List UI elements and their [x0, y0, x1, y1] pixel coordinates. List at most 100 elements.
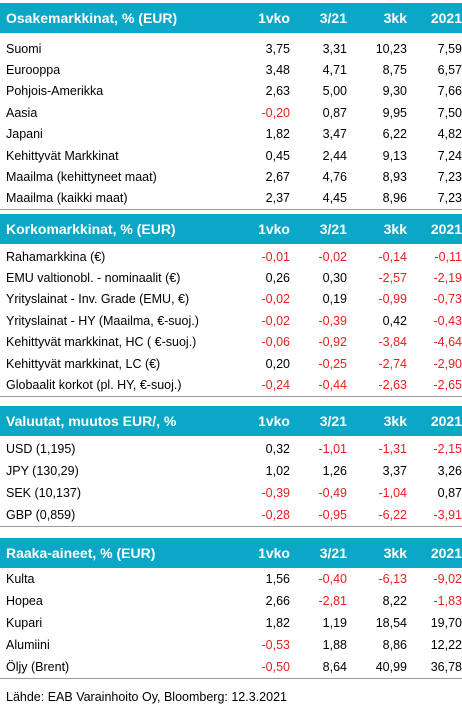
column-header: 1vko	[258, 413, 290, 429]
value-cell: 6,22	[382, 127, 407, 142]
section-2: Korkomarkkinat, % (EUR) 1vko 3/21 3kk 2021 Ra…	[0, 214, 462, 397]
row-label: Globaalit korkot (pl. HY, €-suoj.)	[6, 378, 182, 393]
column-header: 2021	[430, 413, 462, 429]
value-cell: 0,30	[322, 271, 347, 286]
column-header: 3kk	[383, 10, 407, 26]
row-label: Öljy (Brent)	[6, 660, 70, 674]
table-row: Öljy (Brent) -0,50 8,64 40,99 36,78	[0, 656, 462, 678]
table-row: Yrityslainat - Inv. Grade (EMU, €) -0,02 0…	[0, 289, 462, 310]
value-cell: 8,93	[382, 170, 407, 185]
table-row: Hopea 2,66 -2,81 8,22 -1,83	[0, 590, 462, 612]
value-cell: -2,57	[378, 271, 408, 286]
value-cell: 7,50	[437, 105, 462, 120]
value-cell: -0,49	[318, 486, 348, 500]
value-cell: -0,92	[318, 335, 348, 350]
row-label: USD (1,195)	[6, 442, 76, 456]
section-title: Osakemarkkinat, % (EUR)	[6, 10, 178, 26]
value-cell: 9,13	[382, 148, 407, 163]
value-cell: -6,22	[378, 508, 408, 522]
section-1: Osakemarkkinat, % (EUR) 1vko 3/21 3kk 2021 Su…	[0, 3, 462, 211]
value-cell: 4,45	[322, 191, 347, 206]
value-cell: 0,42	[382, 313, 407, 328]
section-divider	[0, 395, 462, 397]
section-title: Raaka-aineet, % (EUR)	[6, 545, 156, 561]
value-cell: -0,53	[261, 638, 291, 652]
value-cell: 1,82	[265, 616, 290, 630]
value-cell: -2,81	[318, 594, 348, 608]
value-cell: -0,20	[261, 105, 291, 120]
row-label: Maailma (kehittyneet maat)	[6, 170, 157, 185]
value-cell: 4,76	[322, 170, 347, 185]
row-label: GBP (0,859)	[6, 508, 76, 522]
value-cell: -3,91	[433, 508, 462, 522]
table-row: Alumiini -0,53 1,88 8,86 12,22	[0, 634, 462, 656]
section-header: Raaka-aineet, % (EUR) 1vko 3/21 3kk 2021	[0, 538, 462, 568]
value-cell: -3,84	[378, 335, 408, 350]
value-cell: 3,26	[437, 464, 462, 478]
value-cell: -0,99	[378, 292, 408, 307]
value-cell: -0,01	[261, 249, 291, 264]
table-row: Pohjois-Amerikka 2,63 5,00 9,30 7,66	[0, 81, 462, 102]
column-header: 3kk	[383, 413, 407, 429]
value-cell: 8,22	[382, 594, 407, 608]
row-label: Kehittyvät markkinat, LC (€)	[6, 356, 161, 371]
value-cell: 1,26	[322, 464, 347, 478]
row-label: Maailma (kaikki maat)	[6, 191, 128, 206]
table-row: Rahamarkkina (€) -0,01 -0,02 -0,14 -0,11	[0, 246, 462, 267]
value-cell: -2,63	[378, 378, 408, 393]
table-row: Yrityslainat - HY (Maailma, €-suoj.) -0,0…	[0, 310, 462, 331]
value-cell: 7,59	[437, 41, 462, 56]
value-cell: -0,95	[318, 508, 348, 522]
row-label: Suomi	[6, 41, 42, 56]
value-cell: -0,43	[433, 313, 462, 328]
value-cell: -0,39	[318, 313, 348, 328]
row-label: Alumiini	[6, 638, 50, 652]
value-cell: 3,37	[382, 464, 407, 478]
value-cell: 8,64	[322, 660, 347, 674]
source-note: Lähde: EAB Varainhoito Oy, Bloomberg: 12…	[6, 690, 287, 704]
value-cell: 19,70	[430, 616, 462, 630]
column-header: 3kk	[383, 221, 407, 237]
value-cell: 1,02	[265, 464, 290, 478]
value-cell: 0,32	[265, 442, 290, 456]
value-cell: 4,71	[322, 63, 347, 78]
row-label: Kulta	[6, 572, 35, 586]
section-4: Raaka-aineet, % (EUR) 1vko 3/21 3kk 2021 Kult…	[0, 538, 462, 679]
value-cell: -0,02	[261, 313, 291, 328]
value-cell: 1,19	[322, 616, 347, 630]
value-cell: 0,26	[265, 271, 290, 286]
value-cell: -6,13	[378, 572, 408, 586]
value-cell: -2,74	[378, 356, 408, 371]
value-cell: 7,23	[437, 170, 462, 185]
value-cell: 2,67	[265, 170, 290, 185]
table-row: Kulta 1,56 -0,40 -6,13 -9,02	[0, 568, 462, 590]
column-header: 3/21	[319, 413, 347, 429]
value-cell: 2,37	[265, 191, 290, 206]
value-cell: 0,87	[437, 486, 462, 500]
column-header: 3kk	[383, 545, 407, 561]
row-label: Eurooppa	[6, 63, 61, 78]
value-cell: 0,87	[322, 105, 347, 120]
value-cell: 4,82	[437, 127, 462, 142]
row-label: Rahamarkkina (€)	[6, 249, 106, 264]
value-cell: -0,02	[318, 249, 348, 264]
value-cell: 12,22	[430, 638, 462, 652]
table-row: Suomi 3,75 3,31 10,23 7,59	[0, 38, 462, 59]
column-header: 3/21	[319, 545, 347, 561]
section-3: Valuutat, muutos EUR/, % 1vko 3/21 3kk 2021 U…	[0, 406, 462, 527]
value-cell: 2,66	[265, 594, 290, 608]
row-label: Yrityslainat - Inv. Grade (EMU, €)	[6, 292, 190, 307]
table-row: USD (1,195) 0,32 -1,01 -1,31 -2,15	[0, 438, 462, 460]
column-header: 1vko	[258, 221, 290, 237]
value-cell: -2,15	[433, 442, 462, 456]
value-cell: 8,75	[382, 63, 407, 78]
value-cell: -1,31	[378, 442, 408, 456]
row-label: Pohjois-Amerikka	[6, 84, 104, 99]
table-row: Eurooppa 3,48 4,71 8,75 6,57	[0, 59, 462, 80]
table-row: Kehittyvät Markkinat 0,45 2,44 9,13 7,24	[0, 145, 462, 166]
row-label: Kehittyvät Markkinat	[6, 148, 119, 163]
value-cell: -0,39	[261, 486, 291, 500]
value-cell: 3,47	[322, 127, 347, 142]
column-header: 2021	[430, 221, 462, 237]
section-divider	[0, 209, 462, 211]
